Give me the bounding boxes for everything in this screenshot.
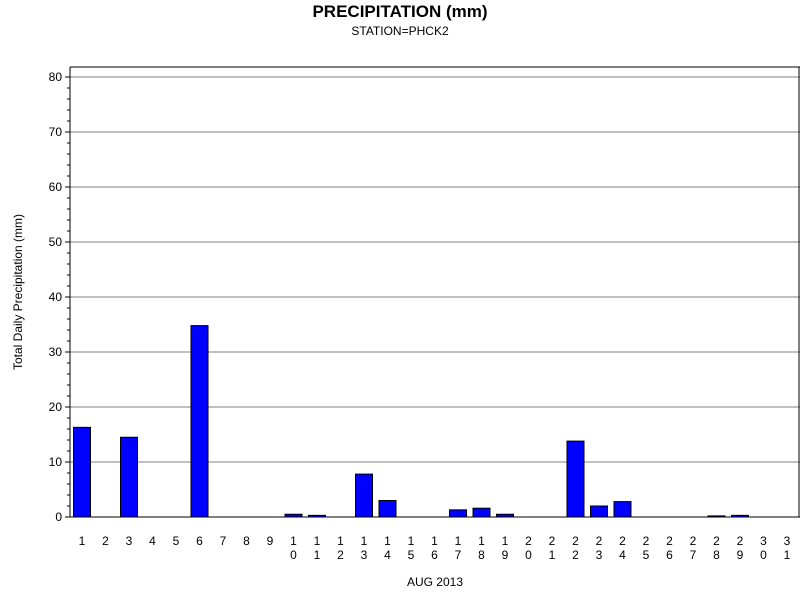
x-tick-label: 6 bbox=[196, 534, 203, 548]
y-tick-label: 50 bbox=[49, 235, 63, 249]
bar-day-18 bbox=[472, 507, 491, 518]
x-tick-label: 7 bbox=[220, 534, 227, 548]
chart-title: PRECIPITATION (mm) bbox=[312, 2, 487, 21]
x-tick-label: 1 bbox=[79, 534, 86, 548]
y-tick-label: 70 bbox=[49, 125, 63, 139]
plot-frame bbox=[69, 66, 800, 518]
bar-day-24 bbox=[613, 501, 632, 518]
y-tick-label: 10 bbox=[49, 455, 63, 469]
y-tick-label: 0 bbox=[55, 510, 62, 524]
bar-day-23 bbox=[590, 505, 608, 518]
chart-subtitle: STATION=PHCK2 bbox=[351, 24, 449, 38]
x-tick-label: 8 bbox=[243, 534, 250, 548]
bar-day-6 bbox=[190, 325, 209, 518]
bar-day-17 bbox=[449, 509, 467, 518]
x-axis-label: AUG 2013 bbox=[407, 575, 463, 589]
x-tick-label: 5 bbox=[173, 534, 180, 548]
y-tick-label: 60 bbox=[49, 180, 63, 194]
y-tick-label: 80 bbox=[49, 70, 63, 84]
y-axis-label: Total Daily Precipitation (mm) bbox=[11, 214, 25, 370]
x-tick-label: 4 bbox=[149, 534, 156, 548]
y-axis-ticks: 0 10 20 30 40 50 60 70 80 bbox=[49, 70, 70, 524]
bar-day-22 bbox=[566, 440, 585, 518]
bars bbox=[73, 325, 749, 518]
gridlines bbox=[70, 76, 800, 463]
x-tick-label: 3 bbox=[126, 534, 133, 548]
x-tick-label: 2 bbox=[102, 534, 109, 548]
x-axis-ticks: 1 2 3 4 5 6 7 8 9 1 01 11 21 31 41 51 61 71 81 92 02 12 22 32 42… bbox=[79, 534, 791, 562]
bar-day-14 bbox=[378, 500, 397, 518]
x-tick-label: 9 bbox=[267, 534, 274, 548]
y-tick-label: 30 bbox=[49, 345, 63, 359]
y-tick-label: 40 bbox=[49, 290, 63, 304]
bar-day-13 bbox=[355, 473, 373, 518]
bar-day-1 bbox=[73, 426, 91, 518]
y-tick-label: 20 bbox=[49, 400, 63, 414]
bar-day-3 bbox=[120, 436, 138, 518]
